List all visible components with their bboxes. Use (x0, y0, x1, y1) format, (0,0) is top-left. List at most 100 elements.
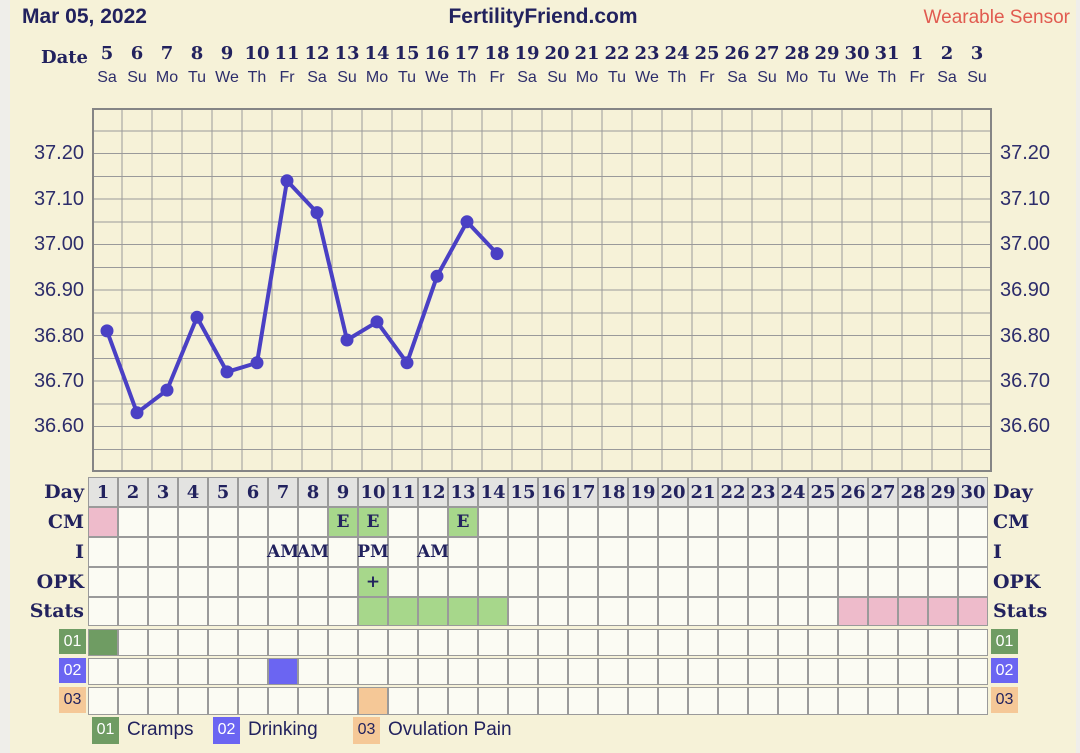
opk-cell[interactable] (688, 567, 718, 597)
temperature-point[interactable] (370, 315, 384, 329)
opk-cell[interactable] (958, 567, 988, 597)
temperature-point[interactable] (460, 215, 474, 229)
i-cell[interactable] (238, 537, 268, 567)
symptom-03-cell[interactable] (568, 687, 598, 715)
i-cell[interactable] (508, 537, 538, 567)
temperature-point[interactable] (430, 269, 444, 283)
symptom-02-cell[interactable] (238, 658, 268, 685)
stats-cell[interactable] (358, 597, 388, 626)
day-cell[interactable]: 19 (628, 477, 658, 507)
opk-cell[interactable] (568, 567, 598, 597)
symptom-01-cell[interactable] (658, 629, 688, 656)
i-cell[interactable]: AM (417, 537, 449, 567)
day-cell[interactable]: 20 (658, 477, 688, 507)
symptom-02-cell[interactable] (448, 658, 478, 685)
day-cell[interactable]: 14 (478, 477, 508, 507)
opk-cell[interactable] (718, 567, 748, 597)
day-cell[interactable]: 26 (838, 477, 868, 507)
symptom-01-cell[interactable] (748, 629, 778, 656)
day-cell[interactable]: 11 (388, 477, 418, 507)
temperature-point[interactable] (250, 356, 264, 370)
stats-cell[interactable] (778, 597, 808, 626)
cm-cell[interactable] (508, 507, 538, 537)
cm-cell[interactable] (718, 507, 748, 537)
symptom-03-cell[interactable] (448, 687, 478, 715)
symptom-02-cell[interactable] (748, 658, 778, 685)
symptom-02-cell[interactable] (838, 658, 868, 685)
symptom-02-cell[interactable] (178, 658, 208, 685)
symptom-02-cell[interactable] (298, 658, 328, 685)
symptom-01-cell[interactable] (208, 629, 238, 656)
temperature-point[interactable] (100, 324, 114, 338)
symptom-03-cell[interactable] (268, 687, 298, 715)
i-cell[interactable] (328, 537, 358, 567)
stats-cell[interactable] (718, 597, 748, 626)
stats-cell[interactable] (298, 597, 328, 626)
symptom-02-cell[interactable] (718, 658, 748, 685)
symptom-01-cell[interactable] (298, 629, 328, 656)
day-cell[interactable]: 7 (268, 477, 298, 507)
symptom-01-cell[interactable] (628, 629, 658, 656)
i-cell[interactable] (208, 537, 238, 567)
day-cell[interactable]: 5 (208, 477, 238, 507)
opk-cell[interactable] (868, 567, 898, 597)
symptom-03-cell[interactable] (598, 687, 628, 715)
day-cell[interactable]: 4 (178, 477, 208, 507)
symptom-03-cell[interactable] (928, 687, 958, 715)
day-cell[interactable]: 12 (418, 477, 448, 507)
cm-cell[interactable] (238, 507, 268, 537)
opk-cell[interactable] (928, 567, 958, 597)
symptom-03-cell[interactable] (778, 687, 808, 715)
day-cell[interactable]: 8 (298, 477, 328, 507)
opk-cell[interactable] (658, 567, 688, 597)
symptom-03-cell[interactable] (718, 687, 748, 715)
cm-cell[interactable] (118, 507, 148, 537)
symptom-02-cell[interactable] (598, 658, 628, 685)
symptom-02-cell[interactable] (388, 658, 418, 685)
opk-cell[interactable] (208, 567, 238, 597)
day-cell[interactable]: 29 (928, 477, 958, 507)
day-cell[interactable]: 27 (868, 477, 898, 507)
stats-cell[interactable] (118, 597, 148, 626)
cm-cell[interactable] (748, 507, 778, 537)
cm-cell[interactable] (88, 507, 118, 537)
opk-cell[interactable] (598, 567, 628, 597)
symptom-03-cell[interactable] (628, 687, 658, 715)
symptom-01-cell[interactable] (418, 629, 448, 656)
opk-cell[interactable] (448, 567, 478, 597)
opk-cell[interactable] (838, 567, 868, 597)
symptom-02-cell[interactable] (958, 658, 988, 685)
opk-cell[interactable] (178, 567, 208, 597)
symptom-01-cell[interactable] (148, 629, 178, 656)
symptom-01-cell[interactable] (598, 629, 628, 656)
symptom-01-cell[interactable] (718, 629, 748, 656)
opk-cell[interactable] (298, 567, 328, 597)
stats-cell[interactable] (838, 597, 868, 626)
opk-cell[interactable] (778, 567, 808, 597)
cm-cell[interactable] (778, 507, 808, 537)
cm-cell[interactable] (898, 507, 928, 537)
symptom-01-cell[interactable] (178, 629, 208, 656)
opk-cell[interactable] (898, 567, 928, 597)
cm-cell[interactable] (808, 507, 838, 537)
symptom-03-cell[interactable] (328, 687, 358, 715)
i-cell[interactable] (628, 537, 658, 567)
temperature-point[interactable] (130, 406, 144, 420)
stats-cell[interactable] (808, 597, 838, 626)
temperature-point[interactable] (400, 356, 414, 370)
opk-cell[interactable] (88, 567, 118, 597)
stats-cell[interactable] (868, 597, 898, 626)
day-cell[interactable]: 28 (898, 477, 928, 507)
stats-cell[interactable] (628, 597, 658, 626)
stats-cell[interactable] (88, 597, 118, 626)
i-cell[interactable] (898, 537, 928, 567)
i-cell[interactable] (838, 537, 868, 567)
cm-cell[interactable] (208, 507, 238, 537)
i-cell[interactable] (148, 537, 178, 567)
cm-cell[interactable] (538, 507, 568, 537)
day-cell[interactable]: 17 (568, 477, 598, 507)
day-cell[interactable]: 30 (958, 477, 988, 507)
temperature-point[interactable] (280, 174, 294, 188)
stats-cell[interactable] (268, 597, 298, 626)
stats-cell[interactable] (208, 597, 238, 626)
